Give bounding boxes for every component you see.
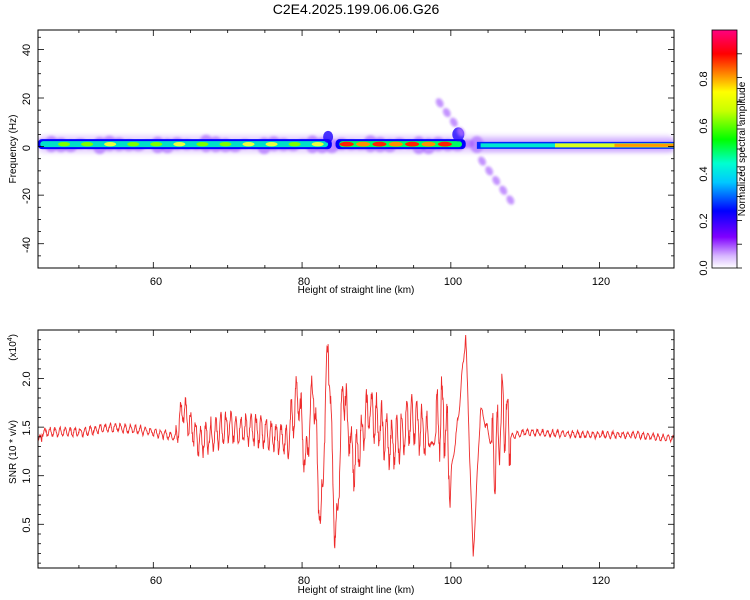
colorbar-gradient [712,30,737,268]
spec-bright-hot [437,141,452,147]
spec-xlabel: Height of straight line (km) [298,285,415,296]
spec-band-hot [265,141,278,147]
spec-ytick-40: 40 [21,44,33,56]
snr-xlabel: Height of straight line (km) [298,585,415,596]
snr-ytick-15: 1.5 [21,420,33,435]
colorbar-tick-06: 0.6 [698,118,710,133]
spec-band-hot [219,141,232,147]
colorbar-tick-08: 0.8 [698,71,710,86]
colorbar-label: Normalized spectral amplitude [737,81,748,216]
spec-band-hot [127,141,140,147]
spec-late-hot [614,143,674,147]
spec-bright-hot [421,141,436,147]
spec-branch-blob [435,98,444,108]
spec-band-hot [81,141,94,147]
spec-band-hot [196,141,209,147]
multiplier-exp: 4 [7,337,14,341]
spec-band-hot [150,141,163,147]
spec-xtick-60: 60 [150,276,162,288]
colorbar-ticks [737,53,742,269]
snr-series [38,334,674,557]
spec-bright-hot [339,141,354,147]
spec-band-hot [58,141,71,147]
spec-branch-blob [485,166,494,176]
spectrogram-ticks [38,30,675,269]
spectrogram-panel: 60 80 100 120 Height of straight line (k… [8,29,675,296]
spec-band-hot [311,141,324,147]
spectrogram-heatmap [38,98,674,205]
snr-xtick-80: 80 [298,575,310,587]
colorbar-tick-02: 0.2 [698,213,710,228]
spec-branch-blob [499,185,508,195]
spec-band-hot [288,141,301,147]
spec-xtick-80: 80 [298,276,310,288]
spec-xtick-100: 100 [444,276,462,288]
snr-panel: 60 80 100 120 Height of straight line (k… [7,329,675,596]
spec-band-hot [104,141,117,147]
spec-branch-blob [449,117,458,127]
snr-frame [37,329,675,569]
spec-bright-hot [372,141,387,147]
snr-ytick-05: 0.5 [21,517,33,532]
spec-branch-blob [442,107,451,118]
spec-blip [323,130,334,143]
spec-bright-hot [388,141,403,147]
spec-bright-hot [356,141,371,147]
snr-multiplier: (x104) [7,334,19,361]
spec-ytick-0: 0 [21,145,33,151]
snr-line [38,334,674,557]
spec-bright-hot [405,141,420,147]
chart-title: C2E4.2025.199.06.06.G26 [273,1,440,17]
snr-ytick-10: 1.0 [21,468,33,483]
snr-xtick-60: 60 [150,575,162,587]
spec-ytick-20: 20 [21,93,33,105]
spectrogram-frame [37,29,675,269]
spec-ytick-minus20: -20 [21,188,33,204]
spec-branch-blob [456,127,465,137]
snr-ylabel: SNR (10 * v/v) [8,420,19,484]
multiplier-base: (x10 [8,341,19,361]
colorbar: 0.0 0.2 0.4 0.6 0.8 Normalized spectral … [698,29,748,276]
colorbar-tick-04: 0.4 [698,166,710,181]
spec-ytick-minus40: -40 [21,237,33,253]
spec-branch-blob [492,175,501,186]
snr-xtick-100: 100 [444,575,462,587]
snr-ytick-20: 2.0 [21,371,33,386]
spec-ylabel: Frequency (Hz) [8,115,19,184]
snr-ticks [38,330,675,568]
spec-band-hot [173,141,186,147]
multiplier-close: ) [8,334,19,337]
spec-branch-blob [506,195,515,205]
spec-band-hot [242,141,255,147]
spec-branch-blob [478,156,487,166]
snr-xtick-120: 120 [592,575,610,587]
colorbar-tick-0: 0.0 [698,260,710,275]
spec-xtick-120: 120 [592,276,610,288]
